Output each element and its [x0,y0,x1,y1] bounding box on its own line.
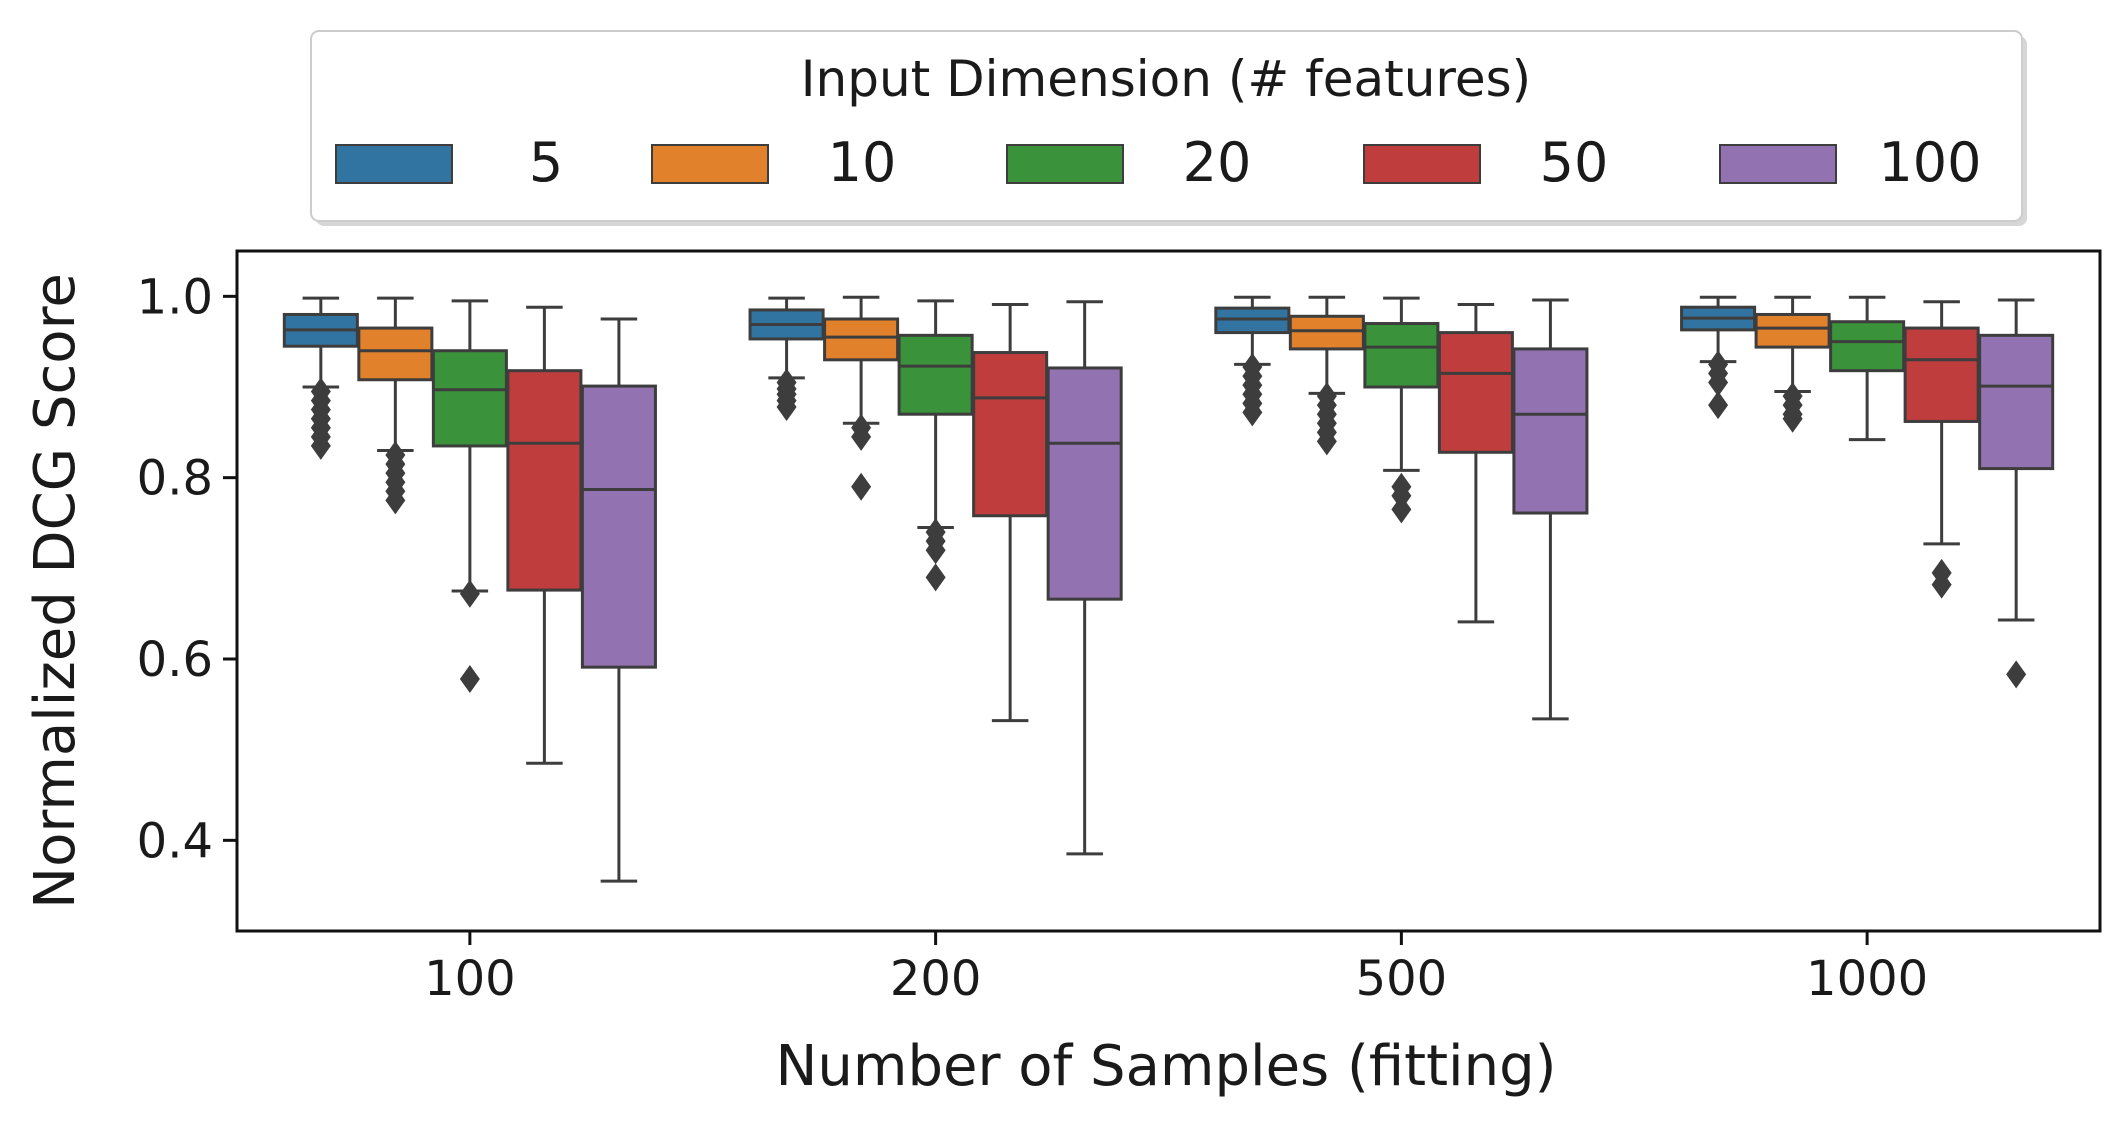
legend-entry-100: 100 [1719,131,1982,194]
box-10-1000 [1754,295,1831,433]
box-20-1000 [1829,295,1906,442]
plot-marks [282,295,2055,883]
legend-swatch [1363,144,1481,184]
box-body [1437,331,1514,454]
box-20-200 [897,299,974,592]
box-body [1363,322,1440,389]
legend-label: 5 [529,131,563,194]
box-body [1978,333,2055,471]
box-5-1000 [1680,295,1757,420]
box-100-100 [580,317,657,883]
box-body [1829,320,1906,373]
box-100-1000 [1978,298,2055,689]
outlier-point [1316,427,1337,456]
box-10-200 [823,295,900,501]
legend-label: 100 [1878,131,1981,194]
outlier-point [1391,495,1412,524]
outlier-point [1242,398,1263,427]
box-100-500 [1512,298,1589,721]
outlier-point [459,664,480,693]
box-body [580,384,657,669]
y-tick-label: 1.0 [137,269,213,325]
box-20-100 [431,299,508,693]
box-body [897,333,974,416]
legend: Input Dimension (# features) 5 10 20 50 100 [310,30,2027,226]
box-body [1512,347,1589,515]
box-body [1046,366,1123,601]
box-body [506,369,583,592]
x-tick-label: 100 [424,951,516,1007]
outlier-point [310,431,331,460]
box-50-1000 [1903,300,1980,599]
legend-swatch [1719,144,1837,184]
x-axis-label: Number of Samples (fitting) [776,1034,1557,1099]
plot-frame [235,249,2102,933]
outlier-point [2006,660,2027,689]
legend-label: 10 [828,131,897,194]
box-10-500 [1288,295,1365,456]
outlier-point [385,486,406,515]
legend-swatch [335,144,453,184]
box-50-500 [1437,302,1514,624]
x-tick-label: 1000 [1806,951,1928,1007]
box-5-100 [282,296,359,460]
y-tick-label: 0.4 [137,813,213,869]
legend-entry-5: 5 [335,131,563,194]
legend-title: Input Dimension (# features) [801,50,1531,108]
box-body [1754,312,1831,349]
outlier-point [776,392,797,421]
outlier-point [925,563,946,592]
box-10-100 [357,296,434,515]
x-tick-label: 500 [1356,951,1448,1007]
legend-swatch [651,144,769,184]
outlier-point [1782,404,1803,433]
box-5-200 [748,296,825,421]
legend-label: 50 [1540,131,1609,194]
box-5-500 [1214,295,1291,427]
box-body [357,326,434,382]
box-body [1903,326,1980,423]
legend-entry-50: 50 [1363,131,1609,194]
box-body [972,351,1049,518]
outlier-point [1931,570,1952,599]
outlier-point [851,472,872,501]
box-50-200 [972,302,1049,723]
outlier-point [1708,391,1729,420]
box-body [431,349,508,448]
legend-entry-10: 10 [651,131,897,194]
legend-swatch [1006,144,1124,184]
outlier-point [1708,368,1729,397]
outlier-point [459,579,480,608]
outlier-point [851,422,872,451]
legend-entry-20: 20 [1006,131,1252,194]
y-tick-label: 0.8 [137,451,213,507]
outlier-point [925,536,946,565]
box-100-200 [1046,300,1123,856]
x-tick-label: 200 [890,951,982,1007]
y-axis: 0.4 0.6 0.8 1.0 [137,269,237,869]
x-axis: 100 200 500 1000 [424,931,1928,1007]
box-50-100 [506,305,583,765]
box-body [1288,314,1365,351]
legend-label: 20 [1183,131,1252,194]
box-body [823,317,900,362]
box-20-500 [1363,296,1440,524]
y-tick-label: 0.6 [137,632,213,688]
y-axis-label: Normalized DCG Score [23,273,88,909]
legend-items: 5 10 20 50 100 [335,131,1982,194]
